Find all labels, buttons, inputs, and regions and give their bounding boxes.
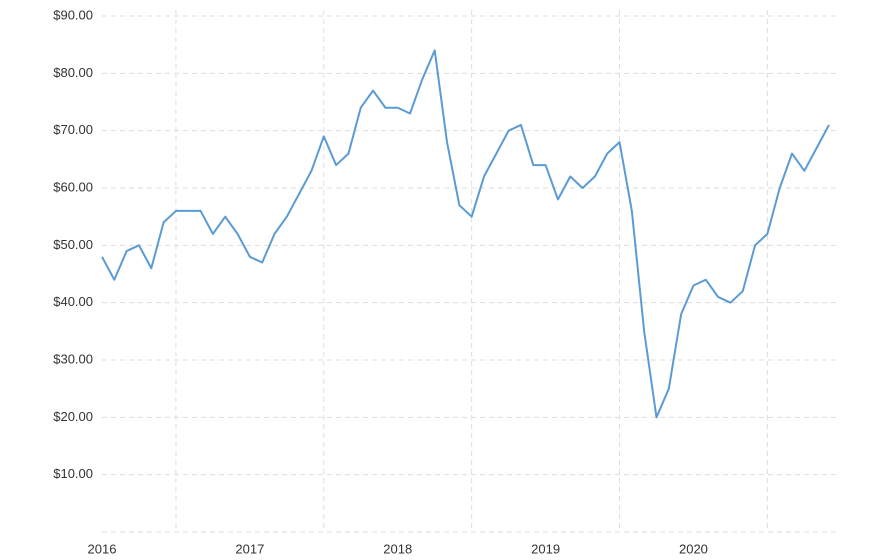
price-line: [101, 49, 830, 419]
x-tick-label: 2017: [235, 541, 264, 556]
x-tick-label: 2020: [679, 541, 708, 556]
y-tick-label: $20.00: [53, 409, 93, 424]
y-tick-label: $60.00: [53, 179, 93, 194]
y-tick-label: $40.00: [53, 294, 93, 309]
x-tick-label: 2018: [383, 541, 412, 556]
y-tick-label: $80.00: [53, 65, 93, 80]
y-tick-label: $30.00: [53, 351, 93, 366]
y-tick-label: $50.00: [53, 237, 93, 252]
x-tick-label: 2019: [531, 541, 560, 556]
y-tick-label: $70.00: [53, 122, 93, 137]
x-tick-label: 2016: [88, 541, 117, 556]
y-tick-label: $90.00: [53, 7, 93, 22]
y-tick-label: $10.00: [53, 466, 93, 481]
